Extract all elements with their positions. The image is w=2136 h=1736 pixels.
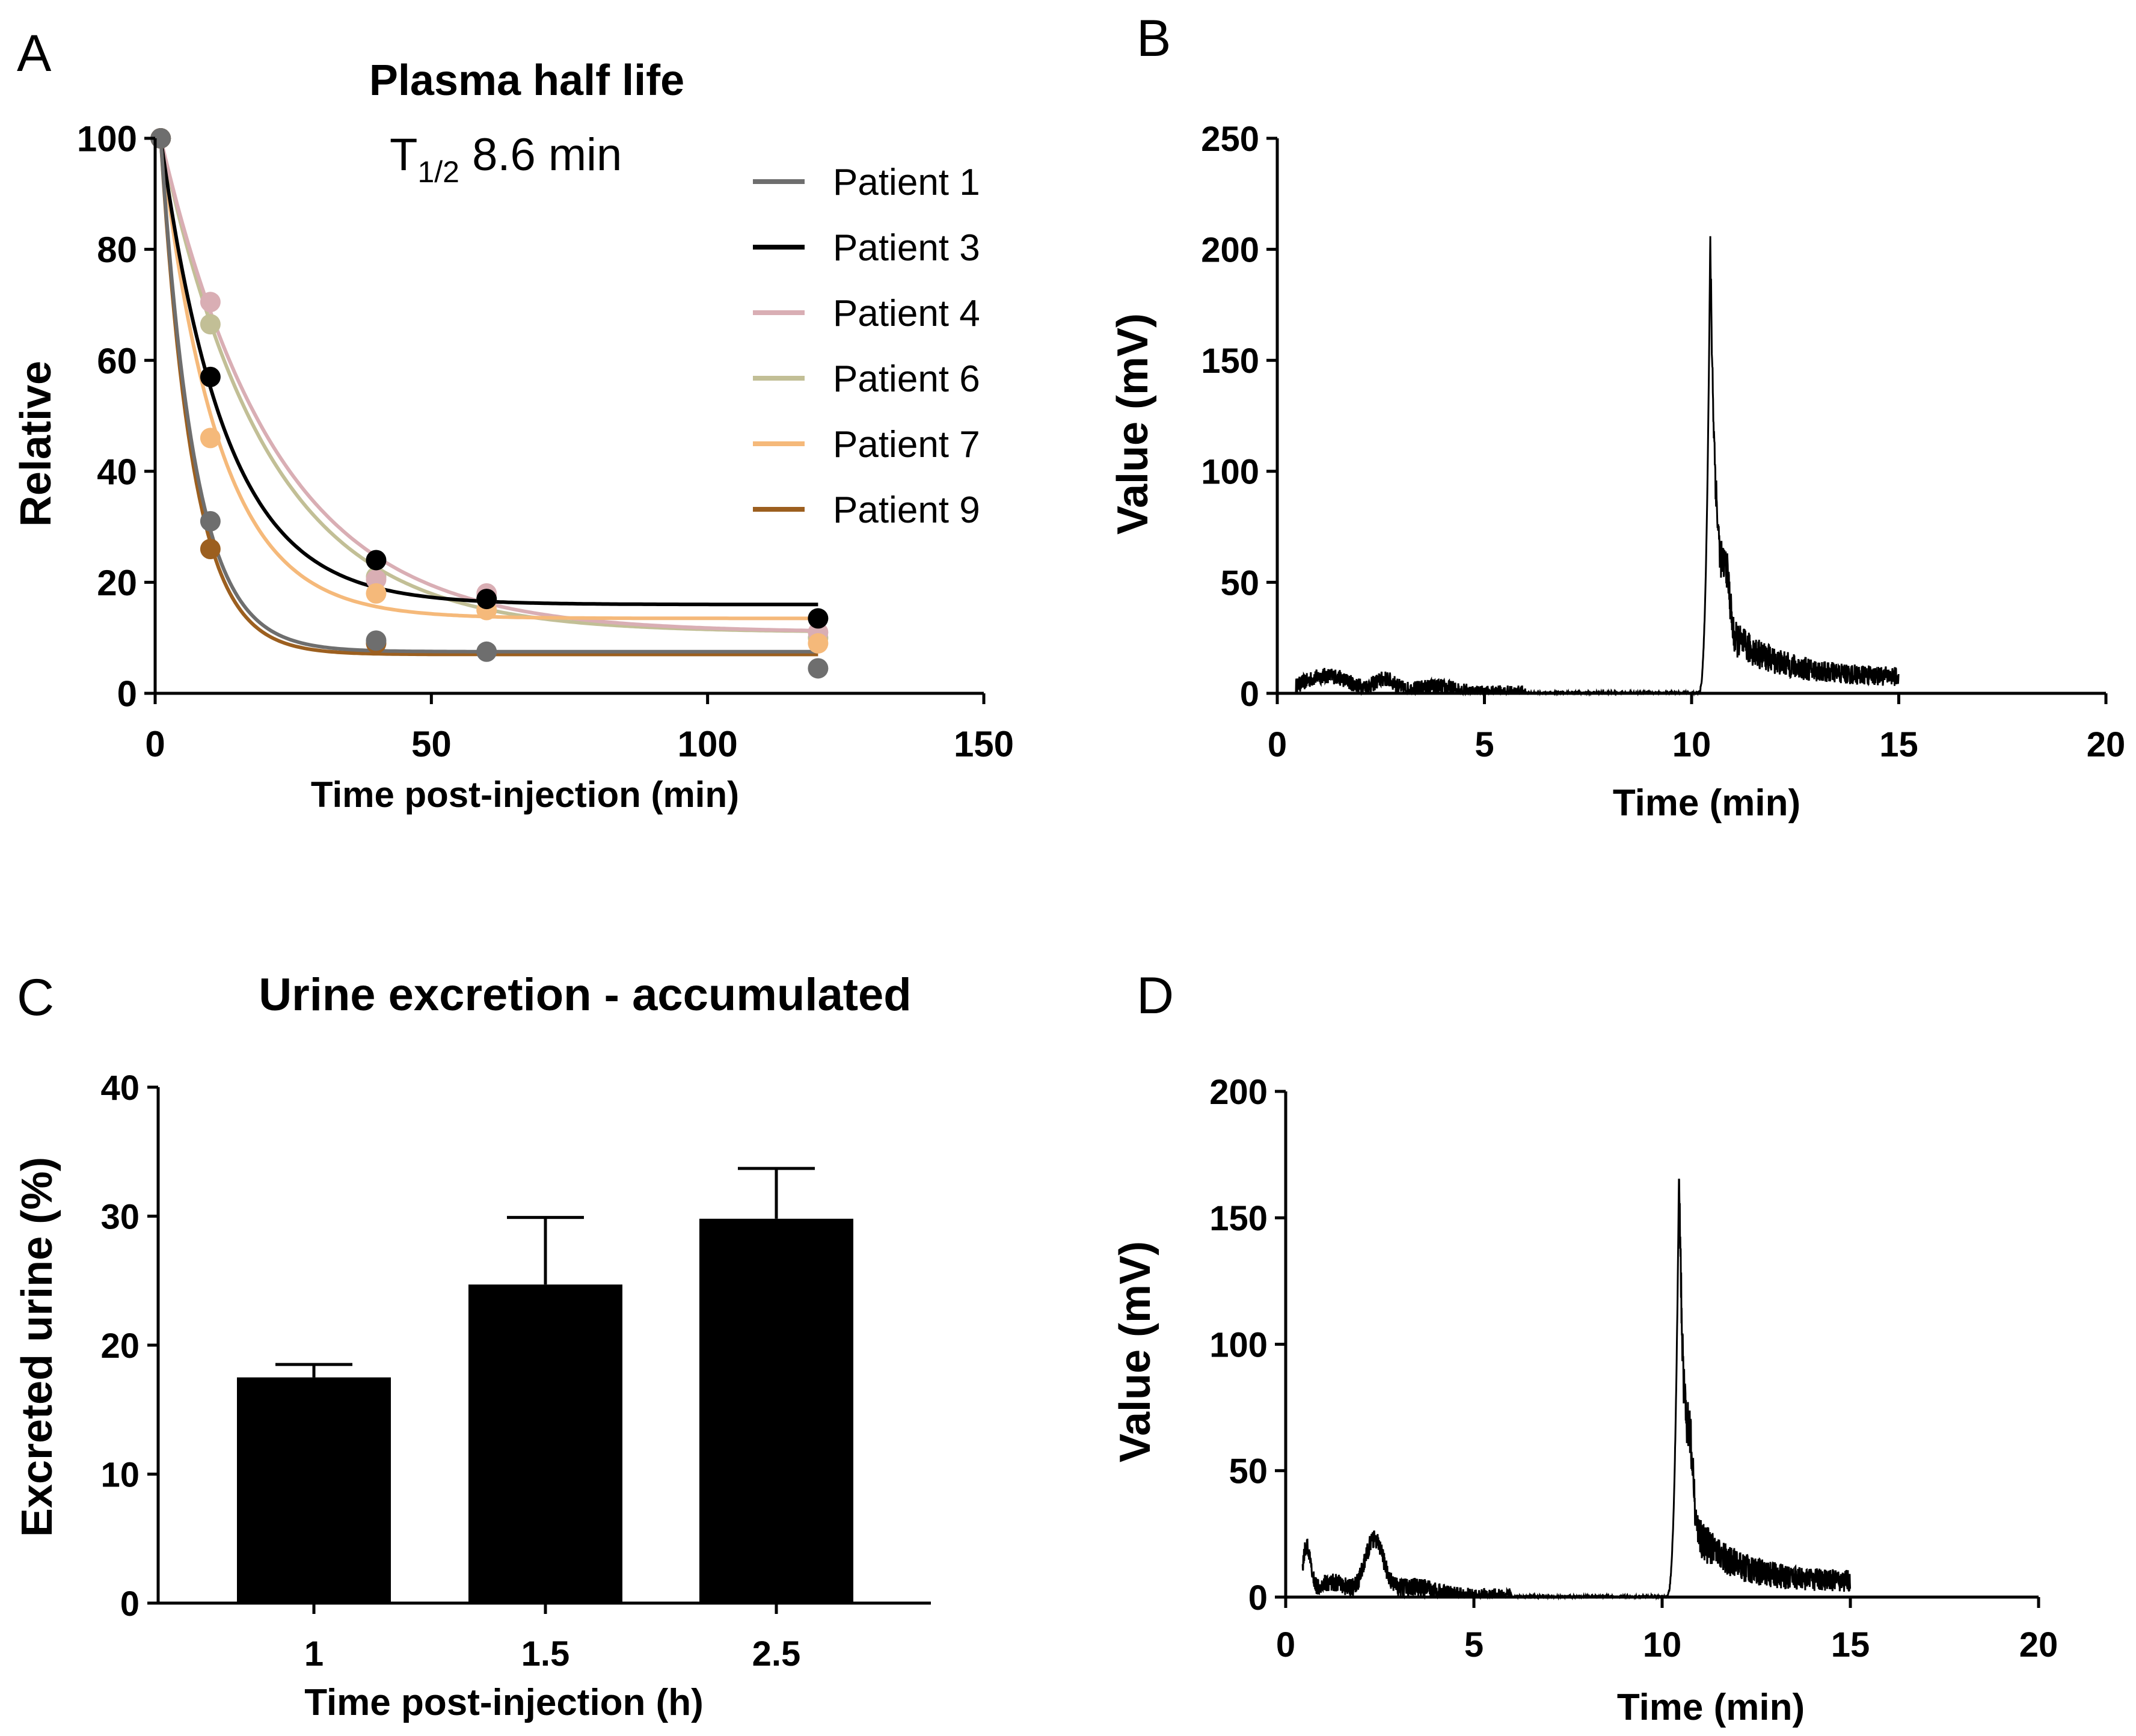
panel-c-y-tick-label: 0 bbox=[120, 1584, 140, 1624]
legend-label-patient-3: Patient 3 bbox=[833, 227, 980, 269]
panel-c-urine-excretion: C Urine excretion - accumulated 0 10 20 30 4… bbox=[13, 969, 931, 1723]
panel-c-x-tick-label: 2.5 bbox=[752, 1634, 801, 1673]
panel-d-x-tick-label: 10 bbox=[1643, 1625, 1682, 1664]
panel-c-letter: C bbox=[17, 969, 54, 1026]
half-life-symbol: T bbox=[390, 129, 417, 180]
panel-a-legend: Patient 1 Patient 3 Patient 4 Patient 6 Pati… bbox=[753, 162, 980, 531]
data-point-patient-7 bbox=[200, 428, 221, 449]
panel-b-x-tick-label: 15 bbox=[1879, 725, 1918, 764]
data-point-patient-3 bbox=[366, 550, 387, 571]
data-point-patient-3 bbox=[200, 366, 221, 387]
panel-a-y-tick-label: 80 bbox=[97, 230, 137, 270]
panel-d-x-tick-label: 15 bbox=[1831, 1625, 1870, 1664]
panel-a-x-tick-label: 100 bbox=[678, 724, 738, 764]
panel-d-x-tick-label: 0 bbox=[1276, 1625, 1295, 1664]
panel-b-y-tick-label: 50 bbox=[1220, 563, 1259, 603]
data-point-patient-3 bbox=[476, 589, 497, 610]
panel-a-y-tick-label: 40 bbox=[97, 452, 137, 492]
panel-d-y-tick-label: 50 bbox=[1229, 1452, 1268, 1491]
data-point-patient-7 bbox=[808, 633, 829, 654]
panel-a-x-axis-label: Time post-injection (min) bbox=[311, 774, 739, 815]
panel-c-y-axis-label: Excreted urine (%) bbox=[13, 1157, 61, 1537]
bar-2.5 bbox=[699, 1218, 853, 1603]
panel-d-x-tick-label: 20 bbox=[2019, 1625, 2058, 1664]
panel-b-x-axis-label: Time (min) bbox=[1613, 782, 1800, 824]
panel-a-x-tick-label: 50 bbox=[411, 724, 452, 764]
panel-c-title: Urine excretion - accumulated bbox=[259, 969, 911, 1020]
bar-1 bbox=[237, 1377, 391, 1603]
panel-b-x-tick-label: 0 bbox=[1268, 725, 1287, 764]
data-point-patient-4 bbox=[200, 292, 221, 313]
panel-a-letter: A bbox=[17, 25, 52, 82]
data-point-patient-1 bbox=[808, 658, 829, 679]
panel-c-x-axis-label: Time post-injection (h) bbox=[304, 1682, 704, 1723]
panel-b-y-axis-label: Value (mV) bbox=[1109, 313, 1157, 535]
panel-a-y-tick-label: 100 bbox=[77, 119, 137, 159]
panel-a-y-axis-label: Relative bbox=[12, 361, 60, 527]
panel-c-y-tick-label: 40 bbox=[100, 1069, 140, 1108]
data-point-patient-1 bbox=[366, 630, 387, 651]
panel-a-title: Plasma half life bbox=[369, 57, 684, 105]
legend-label-patient-4: Patient 4 bbox=[833, 293, 980, 334]
panel-c-x-tick-label: 1 bbox=[304, 1634, 324, 1673]
panel-d-y-tick-label: 0 bbox=[1248, 1578, 1268, 1618]
panel-c-x-tick-label: 1.5 bbox=[521, 1634, 570, 1673]
legend-label-patient-9: Patient 9 bbox=[833, 489, 980, 531]
panel-a-plasma-half-life: A Plasma half life T1/2 8.6 min 0 20 40 60 8… bbox=[12, 25, 1014, 815]
panel-a-x-tick-label: 150 bbox=[954, 724, 1014, 764]
half-life-subscript: 1/2 bbox=[417, 155, 459, 189]
panel-b-y-tick-label: 200 bbox=[1201, 230, 1259, 269]
panel-b-x-tick-label: 10 bbox=[1672, 725, 1711, 764]
bar-1.5 bbox=[468, 1284, 622, 1603]
panel-b-letter: B bbox=[1137, 10, 1171, 67]
panel-a-x-tick-label: 0 bbox=[145, 724, 165, 764]
panel-b-y-tick-label: 0 bbox=[1240, 675, 1259, 714]
panel-d-x-tick-label: 5 bbox=[1464, 1625, 1484, 1664]
data-point-patient-6 bbox=[200, 314, 221, 335]
panel-d-y-axis-label: Value (mV) bbox=[1111, 1241, 1159, 1462]
panel-d-y-tick-label: 200 bbox=[1209, 1073, 1268, 1112]
panel-b-chromatogram: B 0 50 100 150 200 250 0 5 10 15 20 Time (min) Val… bbox=[1109, 10, 2125, 824]
legend-label-patient-1: Patient 1 bbox=[833, 162, 980, 203]
data-point-patient-3 bbox=[808, 608, 829, 629]
legend-label-patient-7: Patient 7 bbox=[833, 424, 980, 465]
panel-b-y-tick-label: 100 bbox=[1201, 453, 1259, 492]
data-point-patient-1 bbox=[476, 641, 497, 662]
panel-a-y-tick-label: 0 bbox=[117, 674, 137, 714]
panel-d-chromatogram: D 0 50 100 150 200 0 5 10 15 20 Time (min) Value … bbox=[1111, 967, 2058, 1728]
panel-d-letter: D bbox=[1137, 967, 1174, 1025]
legend-label-patient-6: Patient 6 bbox=[833, 358, 980, 400]
data-point-patient-1 bbox=[200, 511, 221, 532]
panel-c-y-tick-label: 20 bbox=[100, 1327, 140, 1366]
panel-b-y-tick-label: 250 bbox=[1201, 120, 1259, 159]
data-point-patient-7 bbox=[366, 583, 387, 604]
panel-c-y-tick-label: 30 bbox=[100, 1197, 140, 1236]
data-point-patient-9 bbox=[200, 539, 221, 560]
panel-c-y-tick-label: 10 bbox=[100, 1455, 140, 1494]
panel-a-y-tick-label: 60 bbox=[97, 341, 137, 381]
panel-d-y-tick-label: 150 bbox=[1209, 1199, 1268, 1238]
half-life-annotation: T1/2 8.6 min bbox=[390, 129, 622, 189]
half-life-value: 8.6 min bbox=[459, 129, 622, 180]
panel-d-y-tick-label: 100 bbox=[1209, 1325, 1268, 1364]
panel-d-x-axis-label: Time (min) bbox=[1617, 1687, 1805, 1728]
panel-a-y-tick-label: 20 bbox=[97, 563, 137, 603]
panel-b-x-tick-label: 5 bbox=[1475, 725, 1494, 764]
panel-b-y-tick-label: 150 bbox=[1201, 342, 1259, 381]
panel-b-x-tick-label: 20 bbox=[2087, 725, 2126, 764]
